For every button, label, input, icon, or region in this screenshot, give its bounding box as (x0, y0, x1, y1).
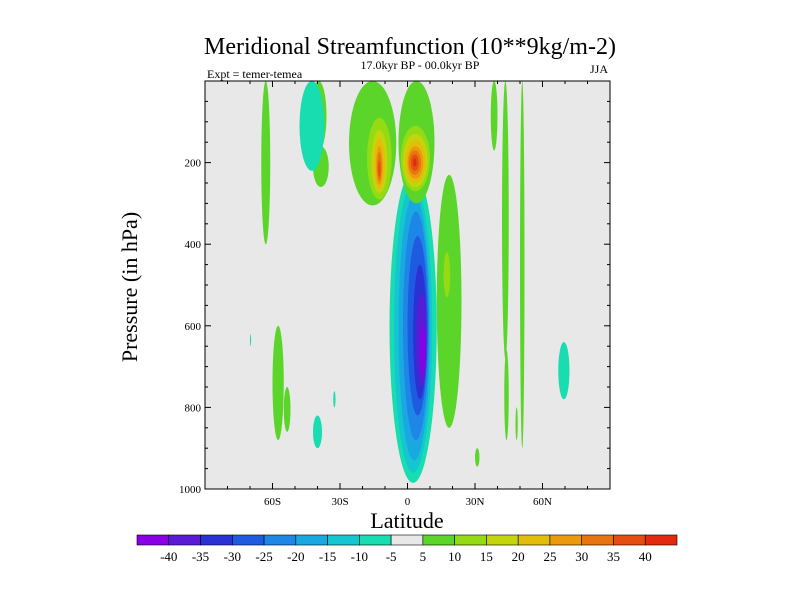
colorbar-swatch-13 (549, 534, 583, 546)
y-tick-label-400: 400 (185, 239, 202, 251)
x-tick-label-0: 0 (405, 496, 411, 508)
contour-positive-cell-west-level-35 (378, 160, 381, 177)
contour-negative-cell-level--40 (419, 325, 426, 375)
colorbar-label-40: 40 (639, 549, 652, 564)
colorbar-swatch-6 (327, 534, 360, 546)
colorbar-label--35: -35 (192, 549, 209, 564)
colorbar-label-5: 5 (420, 549, 427, 564)
colorbar-swatch-8 (390, 534, 424, 546)
colorbar-label--40: -40 (160, 549, 177, 564)
contour-small-negative-patches-level--5 (558, 342, 570, 400)
contour-small-positive-strips-level-5 (520, 81, 525, 449)
colorbar-label-15: 15 (480, 549, 493, 564)
colorbar-swatch-14 (581, 534, 614, 546)
x-tick-label-30S: 30S (331, 496, 348, 508)
plot-frame (204, 80, 611, 490)
colorbar-swatch-2 (200, 534, 233, 546)
contour-small-negative-patches-level--5 (299, 81, 325, 171)
colorbar-swatch-12 (517, 534, 551, 546)
contour-small-positive-strips-level-5 (283, 387, 291, 432)
colorbar-label--25: -25 (255, 549, 272, 564)
y-tick-label-1000: 1000 (179, 484, 202, 496)
y-tick-label-600: 600 (185, 321, 202, 333)
colorbar-swatch-5 (295, 534, 328, 546)
contour-small-positive-strips-level-5 (504, 350, 509, 441)
contour-small-negative-patches-level--5 (333, 391, 336, 408)
contour-small-positive-strips-level-5 (502, 81, 509, 359)
contour-small-negative-patches-level--5 (250, 333, 252, 347)
chart-subtitle: 17.0kyr BP - 00.0kyr BP (361, 58, 480, 72)
colorbar: -40 -35 -30 -25 -20 -15 -10 -5 5 10 15 20 25 30 35 40 (136, 534, 678, 564)
season-label: JJA (590, 62, 608, 76)
contour-small-positive-strips-level-5 (272, 325, 284, 441)
colorbar-swatch-15 (613, 534, 646, 546)
contour-field (250, 81, 570, 483)
contour-small-positive-strips-level-5 (261, 81, 271, 245)
colorbar-label--5: -5 (386, 549, 397, 564)
contour-small-positive-strips-level-5 (490, 81, 498, 151)
contour-small-negative-patches-level--5 (313, 415, 322, 449)
contour-small-positive-strips-level-5 (515, 407, 518, 441)
colorbar-label--30: -30 (224, 549, 241, 564)
y-tick-label-800: 800 (185, 402, 202, 414)
colorbar-label-20: 20 (512, 549, 525, 564)
colorbar-swatch-0 (136, 534, 170, 546)
experiment-label: Expt = temer-temea (207, 67, 303, 81)
colorbar-label--20: -20 (287, 549, 304, 564)
contour-positive-band-east-level-5 (436, 174, 462, 428)
x-tick-label-30N: 30N (466, 496, 485, 508)
colorbar-swatch-16 (644, 534, 678, 546)
contour-positive-cell-east-level-40 (413, 158, 417, 167)
contour-small-positive-strips-level-5 (475, 448, 480, 467)
x-tick-label-60N: 60N (533, 496, 552, 508)
colorbar-swatch-11 (486, 534, 519, 546)
colorbar-label--15: -15 (319, 549, 336, 564)
colorbar-swatch-3 (231, 534, 265, 546)
colorbar-label-30: 30 (575, 549, 588, 564)
colorbar-label--10: -10 (351, 549, 368, 564)
contour-positive-band-east-level-10 (443, 252, 451, 298)
colorbar-swatch-1 (168, 534, 201, 546)
colorbar-swatch-9 (422, 534, 455, 546)
colorbar-swatch-10 (454, 534, 487, 546)
chart-title: Meridional Streamfunction (10**9kg/m-2) (204, 34, 616, 60)
colorbar-swatch-4 (263, 534, 297, 546)
y-axis-title: Pressure (in hPa) (117, 212, 142, 362)
x-axis-title: Latitude (370, 508, 443, 533)
colorbar-label-25: 25 (543, 549, 556, 564)
colorbar-label-10: 10 (448, 549, 461, 564)
colorbar-swatch-7 (359, 534, 392, 546)
colorbar-label-35: 35 (607, 549, 620, 564)
x-tick-label-60S: 60S (264, 496, 281, 508)
y-tick-label-200: 200 (185, 158, 202, 170)
